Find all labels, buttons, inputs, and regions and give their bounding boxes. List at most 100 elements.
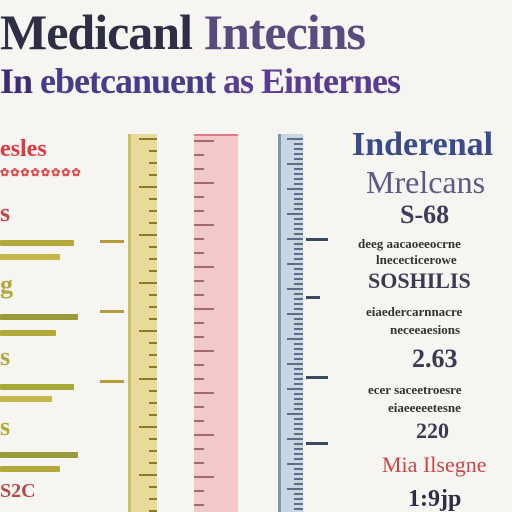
left-heading: esles <box>0 136 47 162</box>
subtitle: In ebetcanuent as Einternes <box>0 60 512 102</box>
ruler-tick <box>194 280 204 282</box>
ruler-tick <box>294 183 303 185</box>
left-value-2: g <box>0 270 13 299</box>
ruler-tick <box>294 278 303 280</box>
ruler-tick <box>194 252 204 254</box>
blue-ruler <box>278 134 303 512</box>
ruler-tick <box>287 138 303 140</box>
ruler-tick <box>294 358 303 360</box>
ruler-tick <box>294 453 303 455</box>
ruler-tick <box>149 450 157 452</box>
panel-value-4: 220 <box>416 418 449 443</box>
ruler-tick <box>294 293 303 295</box>
ruler-tick <box>139 282 157 284</box>
ruler-tick <box>294 268 303 270</box>
ruler-tick <box>294 328 303 330</box>
left-bar-7 <box>0 452 78 458</box>
ruler-tick <box>294 493 303 495</box>
ruler-tick <box>294 173 303 175</box>
ruler-tick <box>294 198 303 200</box>
ruler-tick <box>294 373 303 375</box>
panel-red-label: Mia Ilsegne <box>382 452 487 477</box>
ruler-tick <box>149 270 157 272</box>
title-word-right: Intecins <box>203 4 365 60</box>
ruler-tick <box>294 298 303 300</box>
ruler-tick <box>194 462 204 464</box>
ruler-tick <box>194 266 214 268</box>
ruler-tick <box>194 238 204 240</box>
ruler-tick <box>194 182 214 184</box>
ruler-tick <box>194 420 204 422</box>
ruler-tick <box>294 348 303 350</box>
ruler-tick <box>287 288 303 290</box>
ruler-tick <box>294 378 303 380</box>
ruler-tick <box>294 468 303 470</box>
left-footer: S2C <box>0 480 36 502</box>
ruler-tick <box>149 462 157 464</box>
ruler-tick <box>149 306 157 308</box>
ruler-tick <box>287 213 303 215</box>
ruler-marker <box>306 376 328 379</box>
ruler-tick <box>194 322 204 324</box>
ruler-tick <box>294 343 303 345</box>
ruler-tick <box>139 186 157 188</box>
ruler-tick <box>294 273 303 275</box>
ruler-tick <box>294 153 303 155</box>
ruler-tick <box>194 154 204 156</box>
ruler-tick <box>294 418 303 420</box>
ruler-tick <box>294 178 303 180</box>
panel-text-3a: ecer saceetroesre <box>368 382 462 397</box>
ruler-tick <box>287 363 303 365</box>
ruler-tick <box>149 210 157 212</box>
ruler-tick <box>294 308 303 310</box>
ruler-tick <box>294 478 303 480</box>
ruler-tick <box>294 498 303 500</box>
left-bar-5 <box>0 384 74 390</box>
ruler-tick <box>194 476 214 478</box>
ruler-tick <box>149 366 157 368</box>
left-bar-3 <box>0 314 78 320</box>
ruler-tick <box>194 196 204 198</box>
ruler-tick <box>194 168 204 170</box>
ruler-tick <box>287 313 303 315</box>
ruler-tick <box>294 473 303 475</box>
ruler-tick <box>294 403 303 405</box>
ruler-tick <box>139 138 157 140</box>
panel-text-1a: deeg aacaoeeocrne <box>358 236 461 251</box>
ruler-tick <box>287 388 303 390</box>
ruler-tick <box>294 333 303 335</box>
ruler-tick <box>149 402 157 404</box>
ruler-tick <box>149 414 157 416</box>
ruler-tick <box>194 406 204 408</box>
panel-text-1b: lnececticerowe <box>376 252 457 267</box>
subtitle-part-2: ebetcanuent <box>40 61 216 101</box>
ruler-marker <box>306 442 328 445</box>
ruler-tick <box>294 448 303 450</box>
left-bar-6 <box>0 396 52 402</box>
ruler-tick <box>149 222 157 224</box>
ruler-tick <box>194 378 204 380</box>
left-bar-8 <box>0 466 60 472</box>
ruler-tick <box>294 443 303 445</box>
panel-value-2: SOSHILIS <box>368 268 471 293</box>
ruler-tick <box>149 498 157 500</box>
ruler-tick <box>194 140 214 142</box>
ruler-tick <box>294 223 303 225</box>
ruler-tick <box>287 163 303 165</box>
ruler-tick <box>139 426 157 428</box>
yellow-ruler <box>128 134 157 512</box>
ruler-tick <box>294 508 303 510</box>
ruler-tick <box>194 448 204 450</box>
ruler-tick <box>149 438 157 440</box>
ruler-tick <box>149 258 157 260</box>
ruler-tick <box>294 158 303 160</box>
ruler-tick <box>149 162 157 164</box>
ruler-tick <box>287 463 303 465</box>
ruler-tick <box>294 323 303 325</box>
ruler-tick <box>294 228 303 230</box>
ruler-tick <box>139 330 157 332</box>
panel-value-5: 1:9jp <box>408 486 462 512</box>
ruler-tick <box>194 336 204 338</box>
ruler-tick <box>294 303 303 305</box>
ruler-tick <box>194 434 214 436</box>
